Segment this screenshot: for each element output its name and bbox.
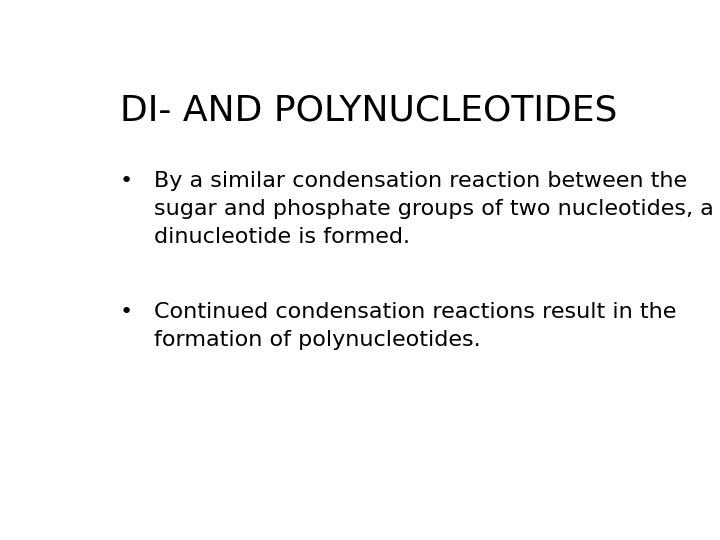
Text: •: •	[120, 302, 133, 322]
Text: DI- AND POLYNUCLEOTIDES: DI- AND POLYNUCLEOTIDES	[120, 94, 618, 128]
Text: Continued condensation reactions result in the
formation of polynucleotides.: Continued condensation reactions result …	[154, 302, 677, 350]
Text: •: •	[120, 171, 133, 191]
Text: By a similar condensation reaction between the
sugar and phosphate groups of two: By a similar condensation reaction betwe…	[154, 171, 714, 247]
